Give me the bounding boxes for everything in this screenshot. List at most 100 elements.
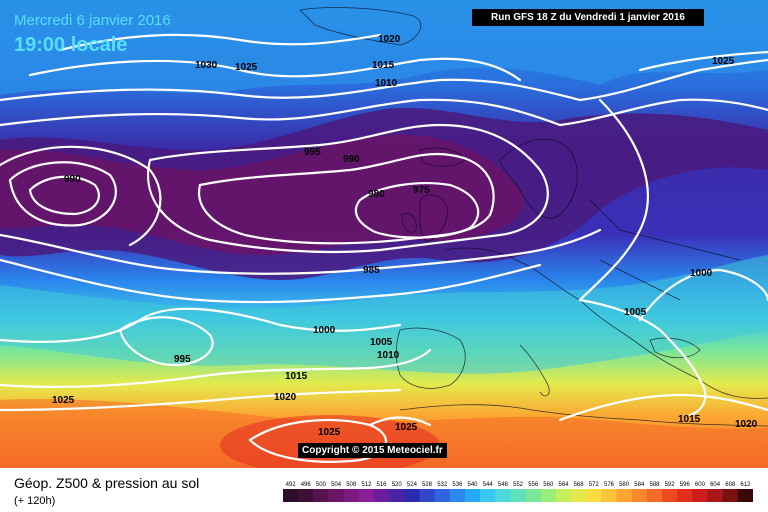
scale-swatch xyxy=(389,489,405,502)
europe-mainland-coast xyxy=(444,247,768,399)
isobar-line xyxy=(0,58,768,102)
isobar-label: 1020 xyxy=(274,392,297,403)
scale-swatch xyxy=(449,489,466,502)
scale-swatch xyxy=(434,489,451,502)
scale-tick-label: 604 xyxy=(710,482,721,488)
scale-tick-label: 512 xyxy=(361,482,372,488)
scale-swatch xyxy=(692,489,708,502)
scale-swatch xyxy=(510,489,526,502)
scale-swatch xyxy=(358,489,375,502)
scale-swatch xyxy=(646,489,663,502)
scale-swatch xyxy=(616,489,632,502)
scale-tick-label: 500 xyxy=(316,482,327,488)
isobar-line xyxy=(0,388,402,412)
scale-swatch xyxy=(283,489,299,502)
scale-swatch xyxy=(328,489,344,502)
scale-tick-label: 588 xyxy=(649,482,660,488)
isobar-labels: 1030 1025 1020 1015 1010 1025 995 990 99… xyxy=(52,34,758,438)
isobar-line xyxy=(354,182,480,239)
scale-tick-label: 572 xyxy=(589,482,600,488)
isobar-label: 1015 xyxy=(285,371,308,382)
scale-tick-label: 516 xyxy=(376,482,387,488)
scale-swatch xyxy=(737,489,753,502)
scale-swatch xyxy=(525,489,542,502)
isobar-line xyxy=(368,416,432,427)
scale-tick-label: 544 xyxy=(483,482,494,488)
forecast-local-time: 19:00 locale xyxy=(14,34,128,56)
scale-swatch xyxy=(464,489,481,502)
isobar-line xyxy=(58,33,382,52)
isobar-line xyxy=(248,418,388,463)
scale-tick-label: 568 xyxy=(574,482,585,488)
isobar-label: 990 xyxy=(64,174,81,185)
scale-swatch xyxy=(313,489,329,502)
color-scale-legend: 492 496 500 504 508 512 516 520 524 528 532 536 540 5… xyxy=(283,482,753,502)
isobar-label: 995 xyxy=(304,147,321,158)
scale-tick-label: 580 xyxy=(619,482,630,488)
scale-swatch xyxy=(631,489,648,502)
scale-tick-label: 504 xyxy=(331,482,342,488)
italy-coast xyxy=(519,344,550,397)
scale-tick-label: 608 xyxy=(725,482,736,488)
isobar-label: 990 xyxy=(343,154,360,165)
isobar-label: 980 xyxy=(368,189,385,200)
isobar-label: 1000 xyxy=(690,268,713,279)
scale-tick-label: 520 xyxy=(392,482,403,488)
scale-tick-label: 556 xyxy=(528,482,539,488)
scale-tick-label: 536 xyxy=(452,482,463,488)
isobar-label: 1010 xyxy=(375,78,398,89)
scale-tick-label: 576 xyxy=(604,482,615,488)
z500-region-low-core xyxy=(0,134,524,255)
isobar-line xyxy=(0,348,432,389)
isobar-label: 1010 xyxy=(377,350,400,361)
isobar-line xyxy=(558,393,768,422)
isobar-line xyxy=(0,145,162,247)
model-run-banner: Run GFS 18 Z du Vendredi 1 janvier 2016 xyxy=(472,9,704,26)
scandinavia-coast xyxy=(499,138,578,219)
scale-swatch xyxy=(404,489,420,502)
scale-tick-label: 528 xyxy=(422,482,433,488)
ireland-coast xyxy=(401,213,417,233)
isobar-line xyxy=(28,57,522,82)
scale-swatch xyxy=(707,489,723,502)
isobar-line xyxy=(0,98,768,127)
forecast-date: Mercredi 6 janvier 2016 xyxy=(14,12,171,29)
scale-swatch xyxy=(480,489,496,502)
scale-swatch xyxy=(677,489,693,502)
isobar-line xyxy=(198,152,495,245)
z500-region-mid xyxy=(0,255,768,374)
isobar-label: 985 xyxy=(363,265,380,276)
isobar-line xyxy=(578,98,649,302)
scale-swatch xyxy=(722,489,739,502)
color-scale-ticks: 492 496 500 504 508 512 516 520 524 528 532 536 540 5… xyxy=(286,482,751,488)
isobar-line xyxy=(0,228,602,275)
isobar-label: 995 xyxy=(174,354,191,365)
scale-tick-label: 532 xyxy=(437,482,448,488)
isobar-line xyxy=(118,316,214,367)
scale-tick-label: 552 xyxy=(513,482,524,488)
scale-tick-label: 592 xyxy=(665,482,676,488)
isobar-line xyxy=(0,307,402,343)
isobar-label: 975 xyxy=(413,185,430,196)
chart-title: Géop. Z500 & pression au sol xyxy=(14,475,200,491)
scale-tick-label: 560 xyxy=(543,482,554,488)
scale-swatch xyxy=(555,489,572,502)
scale-swatch xyxy=(374,489,390,502)
scale-swatch xyxy=(601,489,617,502)
isobar-label: 1025 xyxy=(712,56,735,67)
isobar-label: 1025 xyxy=(318,427,341,438)
isobar-label: 1025 xyxy=(395,422,418,433)
iberia-coast xyxy=(395,327,466,389)
scale-swatch xyxy=(571,489,587,502)
scale-tick-label: 596 xyxy=(680,482,691,488)
isobar-label: 1015 xyxy=(678,414,701,425)
forecast-map: 1030 1025 1020 1015 1010 1025 995 990 99… xyxy=(0,0,768,468)
forecast-lead-time: (+ 120h) xyxy=(14,495,56,507)
north-africa-coast xyxy=(399,404,768,427)
scale-tick-label: 540 xyxy=(467,482,478,488)
scale-swatch xyxy=(495,489,511,502)
isobar-label: 1020 xyxy=(378,34,401,45)
scale-tick-label: 508 xyxy=(346,482,357,488)
scale-tick-label: 548 xyxy=(498,482,509,488)
